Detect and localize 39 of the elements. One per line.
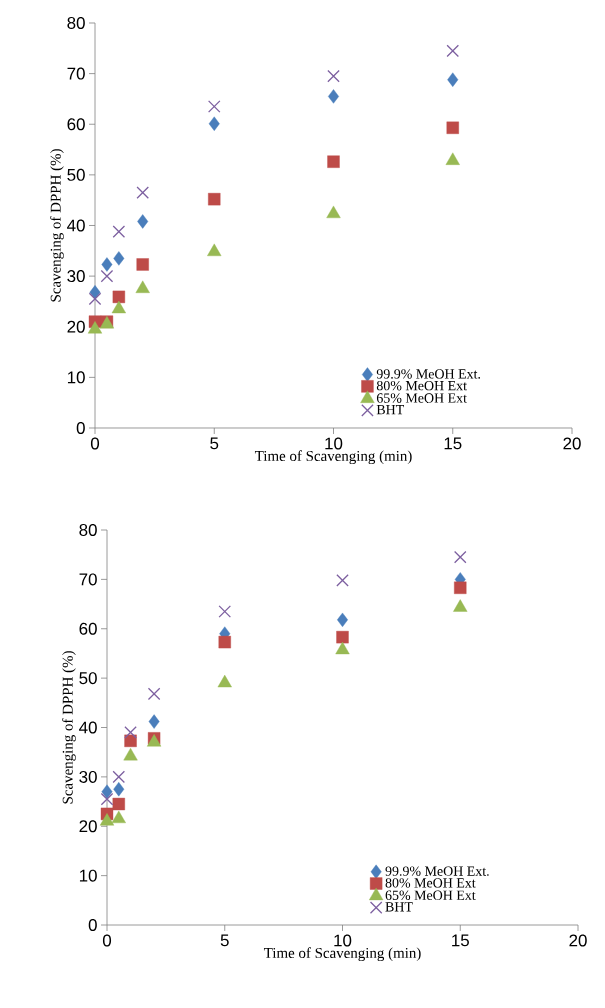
- y-tick-label: 50: [79, 672, 97, 685]
- y-tick-label: 0: [88, 919, 97, 931]
- y-tick-label: 50: [67, 168, 85, 181]
- x-tick-label: 20: [569, 934, 587, 947]
- legend-label: 65% MeOH Ext: [376, 393, 467, 403]
- y-tick-label: 10: [67, 371, 85, 384]
- x-axis-title: Time of Scavenging (min): [254, 450, 412, 465]
- x-tick-label: 5: [210, 437, 219, 450]
- y-tick-label: 30: [79, 770, 97, 783]
- x-tick-label: 15: [444, 437, 462, 450]
- legend-label: 99.9% MeOH Ext.: [385, 866, 489, 876]
- y-tick-label: 70: [67, 67, 85, 80]
- legend-label: 80% MeOH Ext: [376, 380, 467, 391]
- legend-label: BHT: [385, 902, 413, 912]
- x-tick-label: 15: [452, 934, 469, 947]
- legend-label: BHT: [376, 405, 405, 415]
- y-tick-label: 10: [79, 869, 97, 882]
- y-tick-label: 80: [79, 524, 97, 536]
- y-tick-label: 40: [67, 219, 85, 232]
- x-tick-label: 5: [220, 934, 229, 947]
- y-tick-label: 0: [76, 421, 85, 434]
- x-tick-label: 10: [325, 437, 343, 450]
- y-tick-label: 40: [79, 721, 97, 734]
- y-tick-label: 30: [67, 270, 85, 283]
- legend-label: 65% MeOH Ext: [385, 890, 476, 900]
- x-tick-label: 10: [334, 934, 352, 947]
- y-tick-label: 20: [79, 820, 97, 833]
- y-tick-label: 60: [67, 118, 85, 131]
- legend-label: 99.9% MeOH Ext.: [376, 369, 481, 379]
- y-tick-label: 80: [67, 16, 85, 29]
- y-tick-label: 60: [79, 622, 97, 635]
- y-tick-label: 20: [67, 320, 85, 333]
- x-axis-title: Time of Scavenging (min): [263, 947, 421, 962]
- y-axis-title: Scavenging of DPPH (%): [62, 651, 76, 804]
- legend-label: 80% MeOH Ext: [385, 878, 476, 888]
- y-axis-title: Scavenging of DPPH (%): [50, 149, 64, 302]
- x-tick-label: 20: [563, 437, 581, 450]
- x-tick-label: 0: [102, 934, 112, 947]
- y-tick-label: 70: [79, 573, 97, 586]
